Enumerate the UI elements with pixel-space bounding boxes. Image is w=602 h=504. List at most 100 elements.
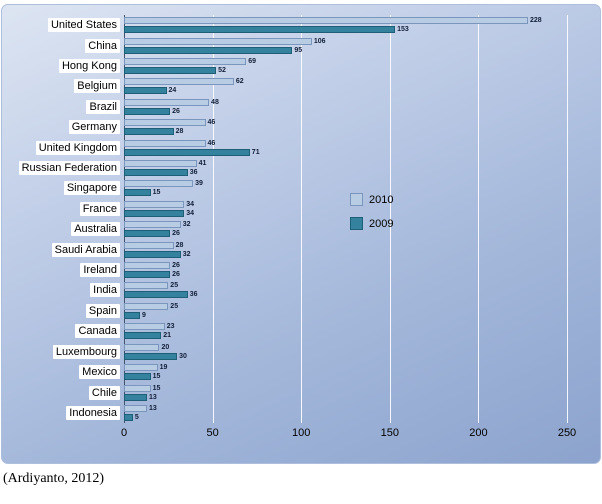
category-label-cell: Singapore xyxy=(8,181,124,196)
bar-2009 xyxy=(124,46,293,54)
chart-row: Singapore 39 15 xyxy=(8,178,567,198)
bar-wrap: 69 xyxy=(124,57,567,66)
legend-swatch-2010-icon xyxy=(350,193,363,206)
bar-zone: 46 71 xyxy=(124,139,567,157)
value-label: 153 xyxy=(397,26,409,34)
bar-wrap: 32 xyxy=(124,220,567,229)
value-label: 19 xyxy=(159,364,168,372)
category-label: Germany xyxy=(68,120,120,135)
legend-item-2009: 2009 xyxy=(350,217,393,230)
chart-row: Saudi Arabia 28 32 xyxy=(8,239,567,259)
bar-zone: 34 34 xyxy=(124,200,567,218)
chart-row: China 106 95 xyxy=(8,35,567,55)
bar-2010 xyxy=(124,139,206,147)
category-label-cell: Australia xyxy=(8,222,124,237)
bar-2010 xyxy=(124,343,160,351)
legend-item-2010: 2010 xyxy=(350,193,393,206)
bar-2009 xyxy=(124,373,151,381)
bar-zone: 25 9 xyxy=(124,302,567,320)
value-label: 36 xyxy=(189,291,198,299)
chart-row: Canada 23 21 xyxy=(8,321,567,341)
value-label: 52 xyxy=(218,67,226,75)
category-label-cell: India xyxy=(8,283,124,298)
category-label: Belgium xyxy=(74,79,120,94)
x-tick-label: 150 xyxy=(380,427,399,439)
chart-row: France 34 34 xyxy=(8,199,567,219)
category-label: Russian Federation xyxy=(18,161,120,176)
value-label: 95 xyxy=(294,46,303,54)
value-label: 26 xyxy=(172,230,180,238)
bar-zone: 15 13 xyxy=(124,384,567,402)
chart-row: Belgium 62 24 xyxy=(8,76,567,96)
bar-2009 xyxy=(124,209,185,217)
bar-wrap: 32 xyxy=(124,250,567,259)
value-label: 24 xyxy=(168,87,177,95)
bar-wrap: 15 xyxy=(124,188,567,197)
bar-wrap: 46 xyxy=(124,139,567,148)
bar-wrap: 34 xyxy=(124,209,567,218)
category-label-cell: Spain xyxy=(8,303,124,318)
value-label: 39 xyxy=(195,180,203,188)
bar-wrap: 39 xyxy=(124,179,567,188)
category-label-cell: United States xyxy=(8,18,124,33)
bar-wrap: 23 xyxy=(124,322,567,331)
value-label: 41 xyxy=(198,160,207,168)
chart-row: Germany 46 28 xyxy=(8,117,567,137)
bar-wrap: 95 xyxy=(124,46,567,55)
bar-2009 xyxy=(124,271,171,279)
bar-wrap: 13 xyxy=(124,393,567,402)
bar-wrap: 25 xyxy=(124,281,567,290)
category-label: France xyxy=(79,201,120,216)
bar-2010 xyxy=(124,200,185,208)
bar-zone: 69 52 xyxy=(124,57,567,75)
category-label-cell: China xyxy=(8,38,124,53)
bar-wrap: 228 xyxy=(124,16,567,25)
bar-wrap: 26 xyxy=(124,261,567,270)
x-tick-label: 50 xyxy=(206,427,219,439)
category-label-cell: Ireland xyxy=(8,263,124,278)
category-label-cell: Indonesia xyxy=(8,405,124,420)
bar-wrap: 71 xyxy=(124,148,567,157)
chart-row: Brazil 48 26 xyxy=(8,97,567,117)
bar-wrap: 153 xyxy=(124,25,567,34)
value-label: 20 xyxy=(161,343,170,351)
bar-2009 xyxy=(124,332,162,340)
bar-wrap: 21 xyxy=(124,331,567,340)
bar-2010 xyxy=(124,241,174,249)
category-label-cell: Luxembourg xyxy=(8,344,124,359)
gridline xyxy=(212,15,214,423)
bar-2010 xyxy=(124,58,247,66)
chart-row: Spain 25 9 xyxy=(8,301,567,321)
x-tick-label: 100 xyxy=(292,427,311,439)
bar-wrap: 9 xyxy=(124,311,567,320)
caption: (Ardiyanto, 2012) xyxy=(3,471,105,486)
legend-label-2010: 2010 xyxy=(369,193,394,206)
bar-zone: 46 28 xyxy=(124,118,567,136)
bar-wrap: 34 xyxy=(124,200,567,209)
category-label-cell: Germany xyxy=(8,120,124,135)
bar-zone: 48 26 xyxy=(124,98,567,116)
bar-zone: 23 21 xyxy=(124,322,567,340)
value-label: 30 xyxy=(179,352,187,360)
category-label-cell: France xyxy=(8,201,124,216)
bar-wrap: 20 xyxy=(124,343,567,352)
bar-2009 xyxy=(124,291,188,299)
bar-wrap: 52 xyxy=(124,66,567,75)
bar-2009 xyxy=(124,169,188,177)
bar-2009 xyxy=(124,67,217,75)
bar-2010 xyxy=(124,17,529,25)
value-label: 71 xyxy=(251,148,260,156)
bar-2010 xyxy=(124,160,197,168)
category-label: Brazil xyxy=(86,99,120,114)
bar-wrap: 15 xyxy=(124,372,567,381)
category-label-cell: Canada xyxy=(8,324,124,339)
value-label: 26 xyxy=(172,271,180,279)
chart-row: Luxembourg 20 30 xyxy=(8,342,567,362)
bar-zone: 25 36 xyxy=(124,281,567,299)
gridline xyxy=(389,15,391,423)
value-label: 5 xyxy=(134,413,139,421)
gridline xyxy=(301,15,303,423)
x-tick-label: 200 xyxy=(469,427,488,439)
value-label: 26 xyxy=(172,262,180,270)
bar-wrap: 15 xyxy=(124,384,567,393)
